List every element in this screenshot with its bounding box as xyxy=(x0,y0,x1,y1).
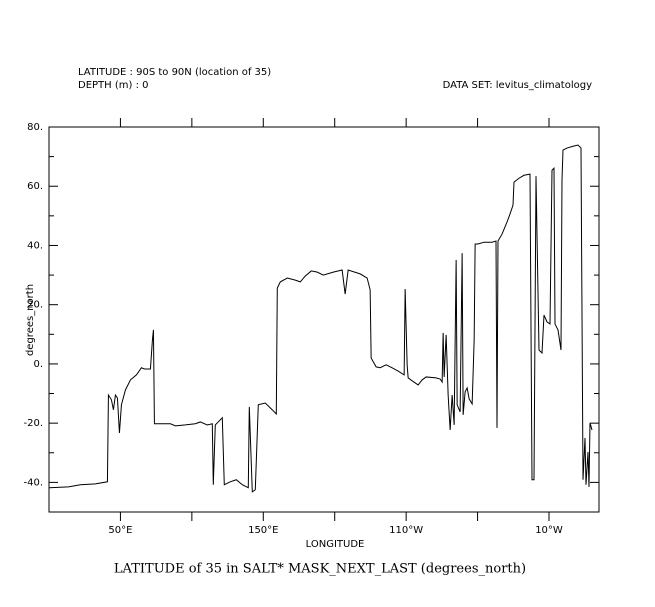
x-axis-label: LONGITUDE xyxy=(306,539,365,550)
y-tick-label: 60. xyxy=(27,181,43,192)
header-line: DEPTH (m) : 0 xyxy=(78,80,149,91)
x-tick-label: 50°E xyxy=(108,525,132,536)
y-tick-label: -40. xyxy=(23,477,43,488)
y-tick-label: 80. xyxy=(27,122,43,133)
y-tick-label: 20. xyxy=(27,300,43,311)
data-line xyxy=(49,144,593,493)
plot-frame xyxy=(48,126,600,513)
y-tick-label: 0. xyxy=(33,359,43,370)
header-line: LATITUDE : 90S to 90N (location of 35) xyxy=(78,67,271,78)
x-tick-label: 10°W xyxy=(535,525,563,536)
header-right: DATA SET: levitus_climatology xyxy=(443,80,592,91)
chart-title: LATITUDE of 35 in SALT* MASK_NEXT_LAST (… xyxy=(114,562,526,577)
x-tick-label: 110°W xyxy=(389,525,423,536)
y-tick-label: -20. xyxy=(23,418,43,429)
y-tick-label: 40. xyxy=(27,240,43,251)
x-tick-label: 150°E xyxy=(248,525,278,536)
y-axis-label: degrees_north xyxy=(25,284,36,356)
